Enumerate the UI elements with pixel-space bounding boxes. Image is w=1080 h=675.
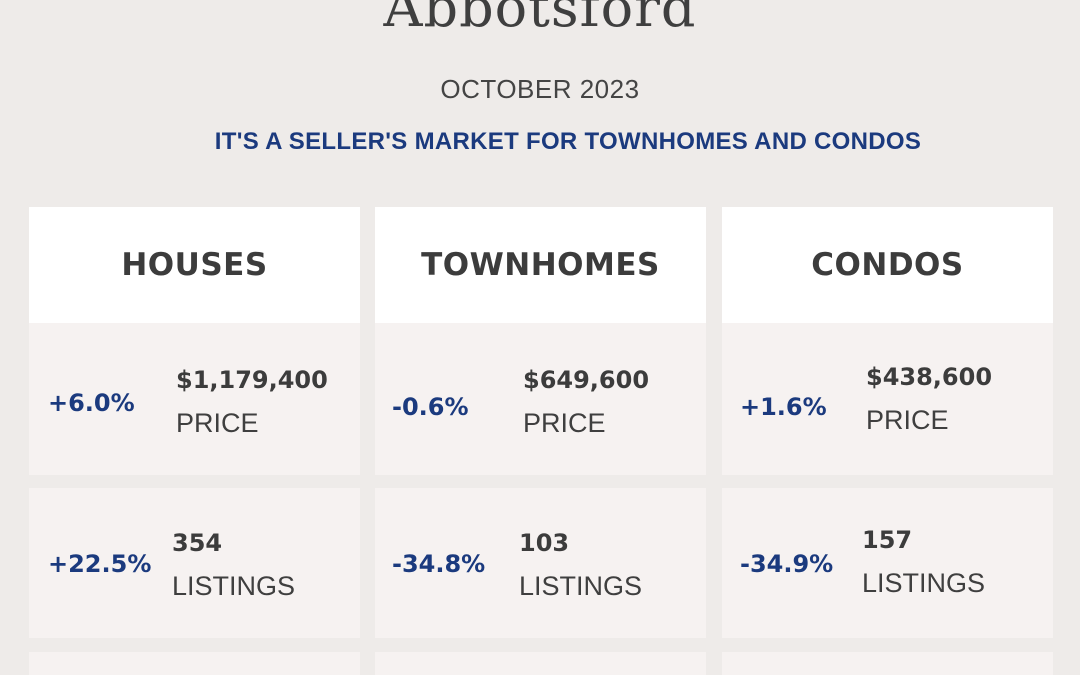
column-header-condos: CONDOS (722, 207, 1053, 323)
condos-listings-change: -34.9% (740, 550, 834, 578)
townhomes-price-label: PRICE (523, 408, 606, 438)
townhomes-listings-label: LISTINGS (519, 571, 643, 601)
condos-listings-card: -34.9% 157 LISTINGS (722, 488, 1053, 638)
column-header-houses: HOUSES (29, 207, 360, 323)
houses-price-label: PRICE (176, 408, 259, 438)
condos-third-card (722, 652, 1053, 675)
houses-listings-value: 354 (172, 529, 223, 557)
report-date: OCTOBER 2023 (440, 74, 640, 104)
townhomes-listings-change: -34.8% (392, 550, 486, 578)
condos-price-change: +1.6% (740, 393, 827, 421)
townhomes-listings-value: 103 (519, 529, 570, 557)
houses-listings-label: LISTINGS (172, 571, 296, 601)
condos-listings-value: 157 (862, 526, 913, 554)
condos-price-label: PRICE (866, 405, 949, 435)
townhomes-price-card: -0.6% $649,600 PRICE (375, 323, 706, 475)
townhomes-price-change: -0.6% (392, 393, 469, 421)
townhomes-listings-card: -34.8% 103 LISTINGS (375, 488, 706, 638)
houses-listings-card: +22.5% 354 LISTINGS (29, 488, 360, 638)
condos-listings-label: LISTINGS (862, 568, 986, 598)
houses-listings-change: +22.5% (48, 550, 152, 578)
condos-price-card: +1.6% $438,600 PRICE (722, 323, 1053, 475)
townhomes-price-value: $649,600 (523, 366, 650, 394)
condos-price-value: $438,600 (866, 363, 993, 391)
column-header-townhomes: TOWNHOMES (375, 207, 706, 323)
houses-third-card (29, 652, 360, 675)
market-headline: IT'S A SELLER'S MARKET FOR TOWNHOMES AND… (214, 128, 922, 155)
houses-price-change: +6.0% (48, 389, 135, 417)
townhomes-third-card (375, 652, 706, 675)
houses-price-value: $1,179,400 (176, 366, 328, 394)
houses-price-card: +6.0% $1,179,400 PRICE (29, 323, 360, 475)
page-title: Abbotsford (383, 0, 697, 39)
